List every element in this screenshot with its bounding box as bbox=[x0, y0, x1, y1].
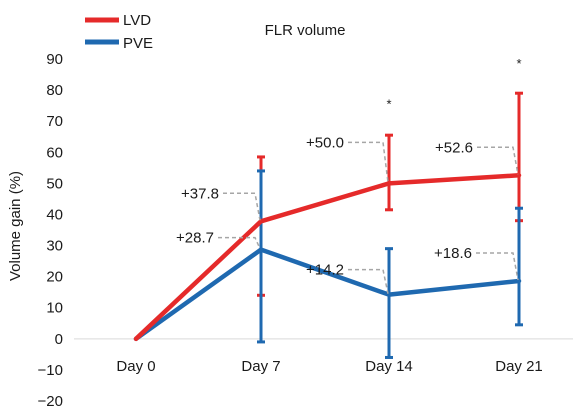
x-tick-label: Day 7 bbox=[241, 358, 280, 375]
data-label-lvd: +50.0 bbox=[306, 134, 344, 151]
leader-line bbox=[476, 252, 519, 281]
significance-asterisk: * bbox=[386, 97, 391, 112]
y-tick-label: 60 bbox=[46, 144, 63, 161]
error-bar-pve bbox=[385, 247, 393, 359]
data-label-pve: +14.2 bbox=[306, 262, 344, 279]
leader-line bbox=[477, 146, 519, 175]
x-axis: Day 0 Day 7 Day 14 Day 21 bbox=[74, 338, 573, 375]
error-bar-lvd bbox=[385, 133, 393, 212]
data-labels: +37.8 +50.0 +52.6 +28.7 +14.2 +18.6 bbox=[176, 134, 473, 278]
y-axis-label: Volume gain (%) bbox=[7, 171, 24, 281]
data-label-lvd: +52.6 bbox=[435, 139, 473, 156]
data-label-pve: +18.6 bbox=[434, 245, 472, 262]
error-bars bbox=[257, 91, 523, 359]
leader-line bbox=[218, 236, 261, 249]
y-tick-label: 80 bbox=[46, 82, 63, 99]
legend: LVD PVE bbox=[85, 12, 153, 52]
error-bar-pve bbox=[257, 169, 265, 344]
y-tick-label: 20 bbox=[46, 269, 63, 286]
chart-title: FLR volume bbox=[265, 22, 346, 39]
legend-label-lvd: LVD bbox=[123, 12, 151, 29]
y-tick-label: 0 bbox=[55, 331, 63, 348]
leader-line bbox=[348, 268, 389, 294]
series-line-pve bbox=[133, 247, 522, 342]
significance-asterisk: * bbox=[516, 56, 521, 71]
series-lines bbox=[133, 173, 522, 342]
x-tick-label: Day 0 bbox=[116, 358, 155, 375]
legend-label-pve: PVE bbox=[123, 35, 153, 52]
series-line-lvd bbox=[133, 173, 522, 342]
significance-markers: ** bbox=[386, 56, 521, 111]
x-tick-label: Day 14 bbox=[365, 358, 413, 375]
leader-line bbox=[223, 192, 261, 221]
y-tick-label: −20 bbox=[38, 393, 63, 409]
y-tick-label: 50 bbox=[46, 175, 63, 192]
y-tick-label: 30 bbox=[46, 238, 63, 255]
leader-line bbox=[348, 141, 389, 183]
data-label-lvd: +37.8 bbox=[181, 185, 219, 202]
y-tick-label: 90 bbox=[46, 51, 63, 68]
y-tick-label: −10 bbox=[38, 362, 63, 379]
y-tick-label: 70 bbox=[46, 113, 63, 130]
data-label-leaders bbox=[218, 141, 519, 294]
y-tick-label: 10 bbox=[46, 300, 63, 317]
y-tick-label: 40 bbox=[46, 206, 63, 223]
y-axis-ticks: −20 −10 0 10 20 30 40 50 60 70 80 90 bbox=[38, 51, 63, 409]
x-tick-label: Day 21 bbox=[495, 358, 543, 375]
error-bar-pve bbox=[515, 206, 523, 327]
error-bar-lvd bbox=[515, 91, 523, 223]
data-label-pve: +28.7 bbox=[176, 230, 214, 247]
